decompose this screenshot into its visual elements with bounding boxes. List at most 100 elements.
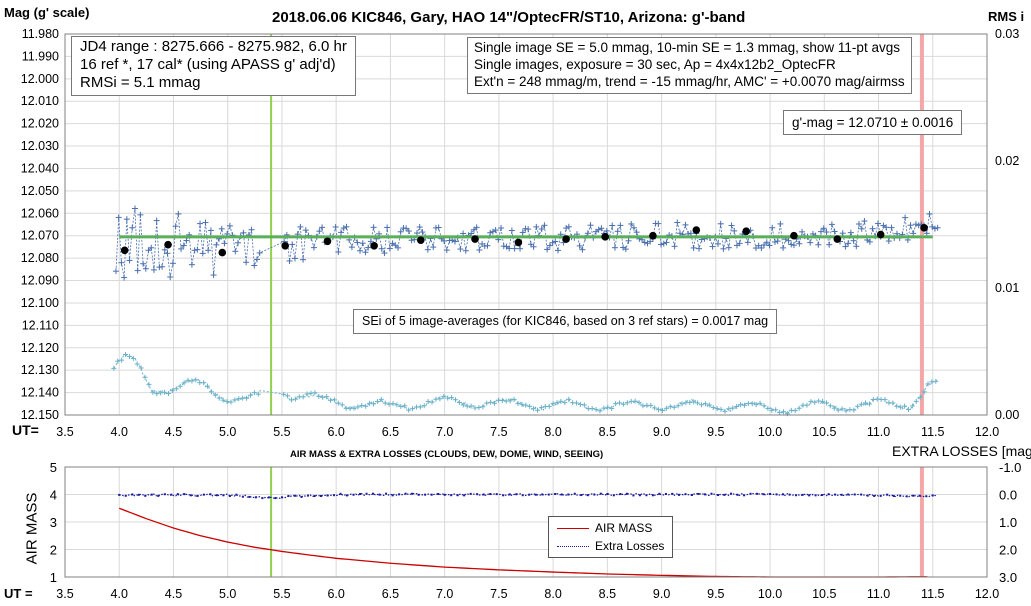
upper-x-tick-label: 8.5 [599, 425, 616, 439]
mag-point [508, 227, 515, 234]
extra-loss-point [293, 494, 296, 497]
extra-loss-point [131, 493, 134, 496]
extra-loss-point [339, 492, 342, 495]
rms-point [761, 403, 767, 409]
mag-point [511, 245, 518, 252]
rms-point [827, 403, 833, 409]
mag-point [153, 217, 160, 224]
lower-x-tick-label: 8.5 [599, 587, 616, 601]
extra-loss-point [378, 493, 381, 496]
mag-point [934, 224, 941, 231]
extra-loss-point [515, 493, 518, 496]
lower-x-tick-label: 4.5 [165, 587, 182, 601]
avg-point [471, 235, 479, 243]
lower-y-tick-label: 5 [50, 460, 57, 475]
lower-right-tick-label: 3.0 [999, 570, 1017, 585]
extra-loss-point [723, 493, 726, 496]
rms-point [212, 392, 218, 398]
rms-point [863, 400, 869, 406]
mag-point [213, 241, 220, 248]
mag-point [316, 228, 323, 235]
rms-point [382, 400, 388, 406]
rms-point [169, 388, 175, 394]
rms-point [410, 406, 416, 412]
mag-point [823, 229, 830, 236]
upper-y-tick-label: 12.090 [21, 274, 59, 288]
mag-point [386, 245, 393, 252]
extra-loss-point [847, 493, 850, 496]
mag-point [240, 229, 247, 236]
mag-point [609, 222, 616, 229]
avg-point [281, 241, 289, 250]
mag-point [799, 228, 806, 235]
extra-loss-point [209, 493, 212, 496]
upper-y-tick-label: 12.110 [22, 318, 59, 332]
extra-loss-point [567, 493, 570, 496]
rms-point [597, 408, 603, 414]
rms-point [695, 400, 701, 406]
extra-loss-point [625, 492, 628, 495]
mag-point [180, 242, 187, 249]
upper-y-tick-label: 12.150 [21, 408, 59, 422]
rms-point [425, 398, 431, 404]
rms-point [913, 398, 919, 404]
rms-point [882, 397, 888, 403]
rms-point [468, 403, 474, 409]
rms-point [613, 401, 619, 407]
mag-point [517, 245, 524, 252]
mag-point [758, 245, 765, 252]
mag-point [164, 250, 171, 257]
mag-point [912, 221, 919, 228]
rms-point [577, 401, 583, 407]
rms-point [386, 401, 392, 407]
rms-point [236, 396, 242, 402]
rms-point [335, 400, 341, 406]
upper-x-tick-label: 6.0 [327, 425, 344, 439]
mag-point [614, 228, 621, 235]
rms-point [363, 403, 369, 409]
extra-loss-point [228, 495, 231, 498]
rms-point [624, 400, 630, 406]
upper-x-tick-label: 4.5 [165, 425, 182, 439]
rms-point [773, 407, 779, 413]
rms-point [507, 398, 513, 404]
extra-loss-point [502, 494, 505, 497]
mag-point [820, 225, 827, 232]
mag-point [845, 240, 852, 247]
extra-loss-point [730, 492, 733, 495]
mag-point [907, 222, 914, 229]
info-box-stats-line-1: Single image SE = 5.0 mmag, 10-min SE = … [474, 40, 900, 55]
mag-point [430, 244, 437, 251]
upper-y-tick-label: 11.980 [22, 27, 59, 41]
info-box-jd-range: JD4 range : 8275.666 - 8275.982, 6.0 hr … [71, 36, 356, 96]
rms-point [220, 397, 226, 403]
mag-point [780, 244, 787, 251]
rms-point [378, 396, 384, 402]
extra-loss-point [795, 494, 798, 497]
rms-point [158, 390, 164, 396]
extra-loss-point [267, 496, 270, 499]
rms-point [142, 374, 148, 380]
extra-loss-point [866, 494, 869, 497]
extra-loss-point [632, 494, 635, 497]
rms-point [777, 409, 783, 415]
mag-point [159, 263, 166, 270]
extra-loss-point [580, 494, 583, 497]
extra-loss-point [274, 497, 277, 500]
extra-loss-point [690, 493, 693, 496]
extra-loss-point [313, 495, 316, 498]
mag-point [413, 230, 420, 237]
rms-point [839, 406, 845, 412]
mag-point [169, 260, 176, 267]
upper-y-tick-label: 12.040 [21, 161, 59, 175]
rms-point [855, 403, 861, 409]
mag-point [221, 240, 228, 247]
rms-point [562, 400, 568, 406]
extra-loss-point [495, 493, 498, 496]
upper-right-tick-label: 0.03 [995, 27, 1019, 41]
rms-point [726, 406, 732, 412]
mag-point [405, 228, 412, 235]
rms-point [304, 391, 310, 397]
upper-plot-frame [64, 33, 988, 416]
mag-point [332, 224, 339, 231]
